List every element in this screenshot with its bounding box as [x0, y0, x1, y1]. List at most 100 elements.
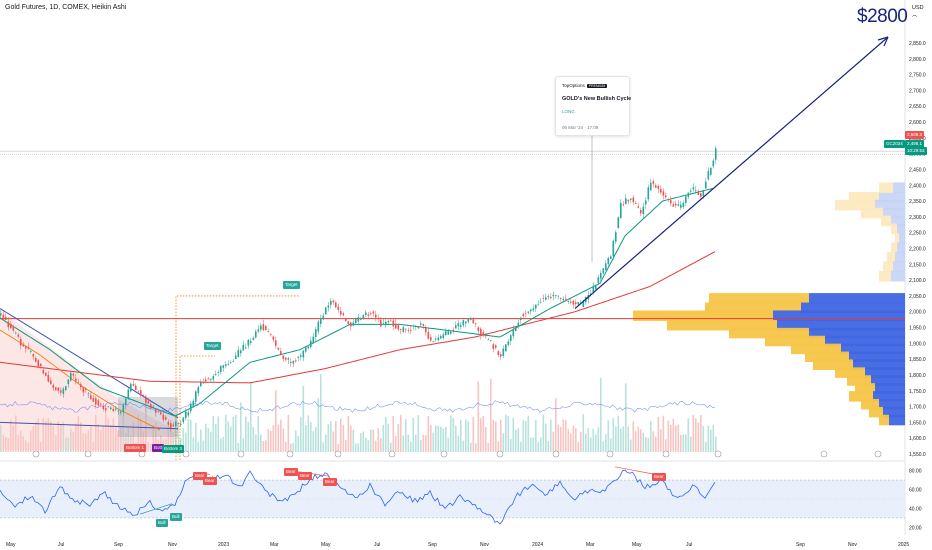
volume-bar-110 [275, 390, 277, 452]
volume-bar-9 [22, 436, 25, 452]
candle-body-250 [625, 198, 627, 205]
volume-bar-1 [2, 435, 5, 452]
candle-body-55 [137, 390, 140, 392]
volume-bar-135 [337, 443, 340, 452]
volume-bar-23 [57, 420, 60, 452]
candle-body-265 [662, 191, 665, 196]
candle-body-34 [85, 388, 87, 390]
volume-bar-59 [147, 442, 150, 452]
currency-selector[interactable]: USD ෴ [912, 4, 924, 20]
volume-bar-185 [462, 440, 465, 452]
price-tick-label-22: 2,650.0 [909, 104, 926, 110]
volume-profile-buy-5 [765, 335, 825, 347]
volume-bar-171 [427, 416, 430, 452]
event-marker-1 [84, 450, 92, 458]
volume-bar-274 [685, 434, 687, 452]
volume-bar-203 [507, 416, 510, 452]
price-tick-label-14: 2,250.0 [909, 231, 926, 237]
bottom-signal-2: Bott [152, 444, 165, 452]
volume-bar-148 [370, 429, 372, 452]
volume-bar-104 [260, 434, 262, 452]
volume-bar-122 [305, 425, 307, 452]
price-tick-label-3: 1,700.0 [909, 405, 926, 411]
candle-body-106 [265, 326, 267, 330]
candle-body-205 [512, 328, 515, 337]
volume-bar-91 [227, 421, 230, 452]
volume-bar-181 [452, 418, 455, 452]
volume-bar-224 [560, 426, 562, 452]
volume-bar-44 [110, 425, 112, 452]
candle-body-63 [157, 410, 160, 412]
candle-body-46 [115, 408, 117, 410]
volume-bar-266 [665, 439, 667, 452]
volume-profile-sell-5 [825, 335, 905, 347]
volume-bar-214 [535, 420, 537, 452]
volume-bar-284 [710, 429, 712, 452]
volume-bar-118 [295, 430, 297, 452]
candle-body-229 [572, 300, 575, 305]
candle-body-200 [500, 354, 502, 357]
volume-bar-49 [122, 416, 125, 452]
price-tick-label-6: 1,850.0 [909, 357, 926, 363]
volume-bar-240 [600, 377, 602, 452]
volume-profile-sell-22 [897, 242, 905, 253]
volume-bar-99 [247, 421, 250, 452]
volume-profile-sell-1 [801, 302, 905, 314]
candle-body-94 [235, 355, 237, 359]
candle-body-39 [97, 400, 100, 406]
candle-body-169 [422, 324, 425, 326]
candle-body-87 [217, 372, 220, 373]
candle-body-108 [270, 334, 272, 336]
candle-body-184 [460, 325, 462, 328]
candle-body-4 [10, 323, 12, 328]
volume-bar-236 [590, 437, 592, 452]
candle-body-176 [440, 336, 442, 339]
volume-bar-176 [440, 426, 442, 452]
volume-bar-0 [0, 424, 2, 452]
candle-body-78 [195, 391, 197, 402]
volume-bar-2 [5, 437, 7, 452]
candle-body-174 [435, 338, 437, 340]
candle-body-242 [605, 263, 607, 271]
candle-body-255 [637, 206, 640, 208]
candle-body-59 [147, 401, 150, 404]
volume-profile-buy-21 [895, 233, 899, 244]
volume-bar-243 [607, 420, 610, 452]
volume-bar-58 [145, 394, 147, 452]
candle-body-256 [640, 210, 642, 214]
price-target-label: $2800 [857, 6, 908, 27]
candle-body-137 [342, 313, 345, 316]
volume-bar-29 [72, 431, 75, 452]
candle-body-29 [72, 373, 75, 376]
volume-bar-10 [25, 440, 27, 452]
idea-card[interactable]: TopOptions PREMIUM GOLD's New Bullish Cyc… [555, 76, 631, 136]
volume-profile-buy-11 [855, 383, 875, 394]
price-tick-label-0: 1,550.0 [909, 452, 926, 458]
candle-body-28 [70, 372, 72, 381]
volume-profile-buy-16 [849, 191, 879, 203]
candle-body-285 [712, 160, 715, 167]
volume-bar-184 [460, 419, 462, 452]
candle-body-99 [247, 339, 250, 346]
volume-bar-57 [142, 431, 145, 452]
volume-bar-123 [307, 415, 310, 452]
bottom-signal-1: Bottom 1 [124, 444, 147, 452]
volume-bar-87 [217, 416, 220, 452]
volume-bar-25 [62, 421, 65, 452]
candle-body-152 [380, 319, 382, 327]
candle-body-140 [350, 322, 352, 327]
candle-body-38 [95, 398, 97, 405]
candle-body-61 [152, 406, 155, 409]
volume-profile-sell-10 [871, 375, 905, 386]
volume-profile-sell-15 [889, 414, 905, 426]
volume-bar-276 [690, 436, 692, 452]
volume-bar-175 [437, 425, 440, 452]
price-tick-label-4: 1,750.0 [909, 389, 926, 395]
volume-bar-265 [662, 415, 665, 452]
volume-bar-39 [97, 423, 100, 452]
volume-bar-263 [657, 416, 660, 452]
candle-body-194 [485, 335, 487, 337]
volume-bar-229 [572, 425, 575, 452]
volume-bar-96 [240, 402, 242, 452]
bottom-signal-3: Bottom 3 [162, 445, 185, 453]
